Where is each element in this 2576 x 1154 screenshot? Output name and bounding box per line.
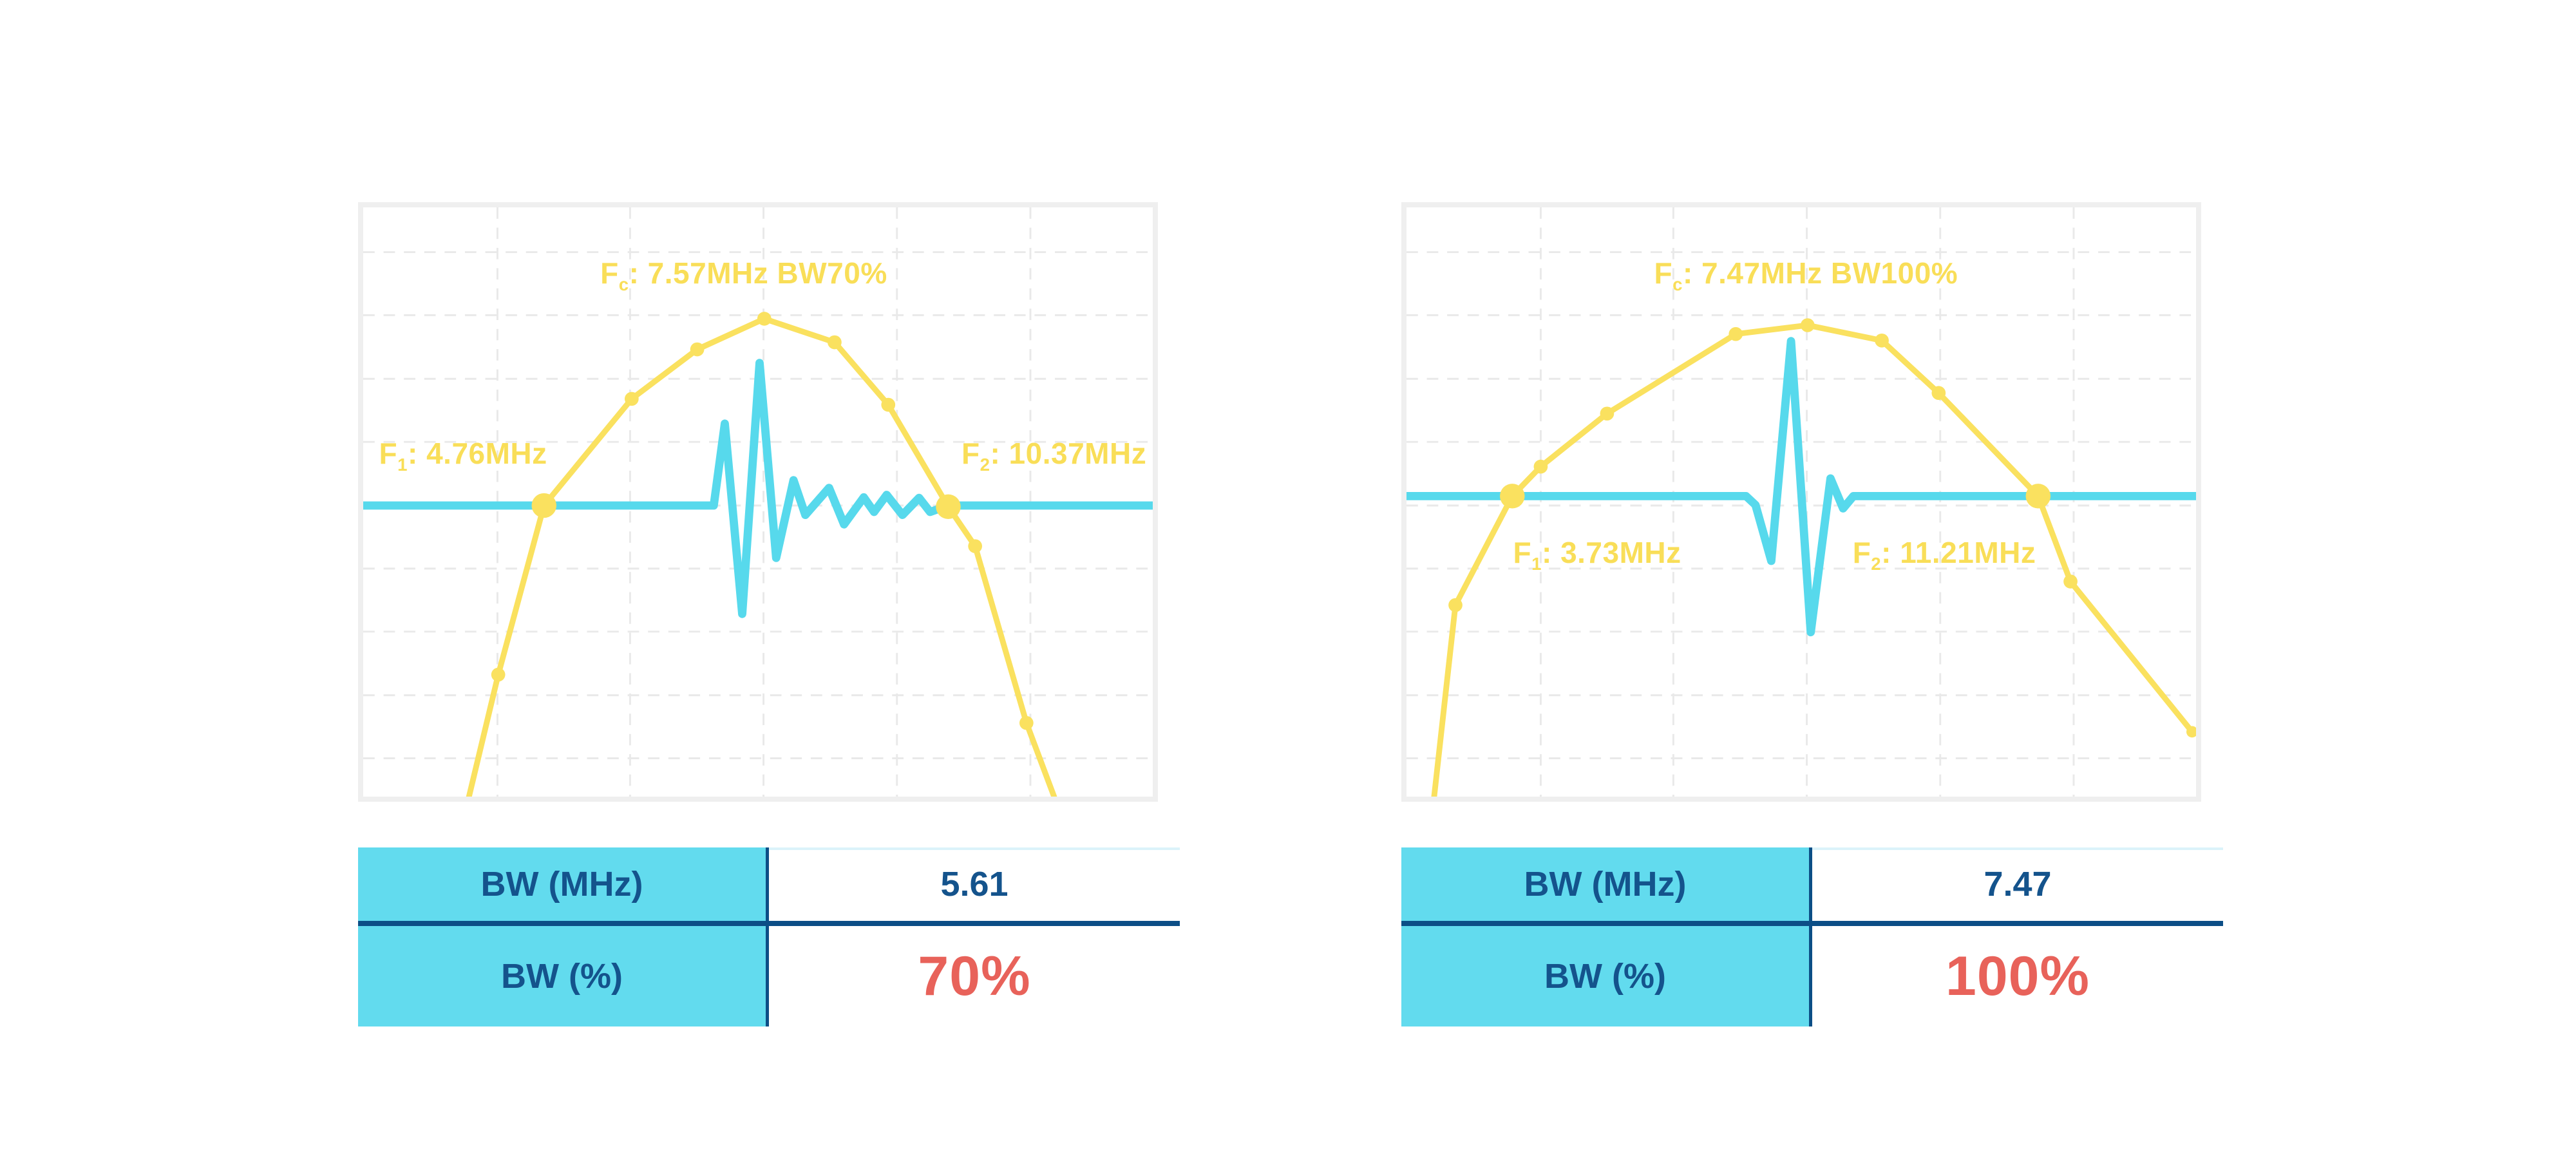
bw-mhz-value-cell: 7.47 xyxy=(1984,865,2052,903)
table-row-divider xyxy=(1401,921,2223,926)
center-frequency-annotation: Fc: 7.47MHz BW100% xyxy=(1654,256,1958,295)
bw-mhz-label-cell: BW (MHz) xyxy=(1524,865,1687,903)
bw-pct-label-cell: BW (%) xyxy=(1544,957,1666,996)
table-label-column-background xyxy=(358,847,766,1026)
spectrum-chart-bw70 xyxy=(363,207,1153,797)
f2-annotation: F2: 11.21MHz xyxy=(1852,535,2036,574)
bw-pct-value-cell: 70% xyxy=(918,945,1031,1007)
bw-pct-label-cell: BW (%) xyxy=(501,957,623,996)
bw-mhz-value-cell: 5.61 xyxy=(940,865,1009,903)
center-frequency-annotation: Fc: 7.57MHz BW70% xyxy=(600,256,887,295)
bw-mhz-label-cell: BW (MHz) xyxy=(480,865,643,903)
f2-annotation: F2: 10.37MHz xyxy=(961,437,1147,475)
bw-pct-value-cell: 100% xyxy=(1946,945,2090,1007)
spectrum-panel-bw100: Fc: 7.47MHz BW100% F1: 3.73MHz F2: 11.21… xyxy=(1401,202,2201,802)
f1-annotation: F1: 4.76MHz xyxy=(379,437,547,475)
table-label-column-background xyxy=(1401,847,1809,1026)
table-column-divider xyxy=(766,847,769,1026)
table-column-divider xyxy=(1809,847,1812,1026)
spectrum-chart-bw100 xyxy=(1406,207,2196,797)
spectrum-panel-bw70: Fc: 7.57MHz BW70% F1: 4.76MHz F2: 10.37M… xyxy=(358,202,1158,802)
bw-table-100: BW (MHz) 7.47 BW (%) 100% xyxy=(1401,847,2223,1026)
table-top-accent xyxy=(1809,847,2223,850)
table-top-accent xyxy=(766,847,1180,850)
bw-table-70: BW (MHz) 5.61 BW (%) 70% xyxy=(358,847,1180,1026)
table-row-divider xyxy=(358,921,1180,926)
f1-annotation: F1: 3.73MHz xyxy=(1513,535,1681,574)
